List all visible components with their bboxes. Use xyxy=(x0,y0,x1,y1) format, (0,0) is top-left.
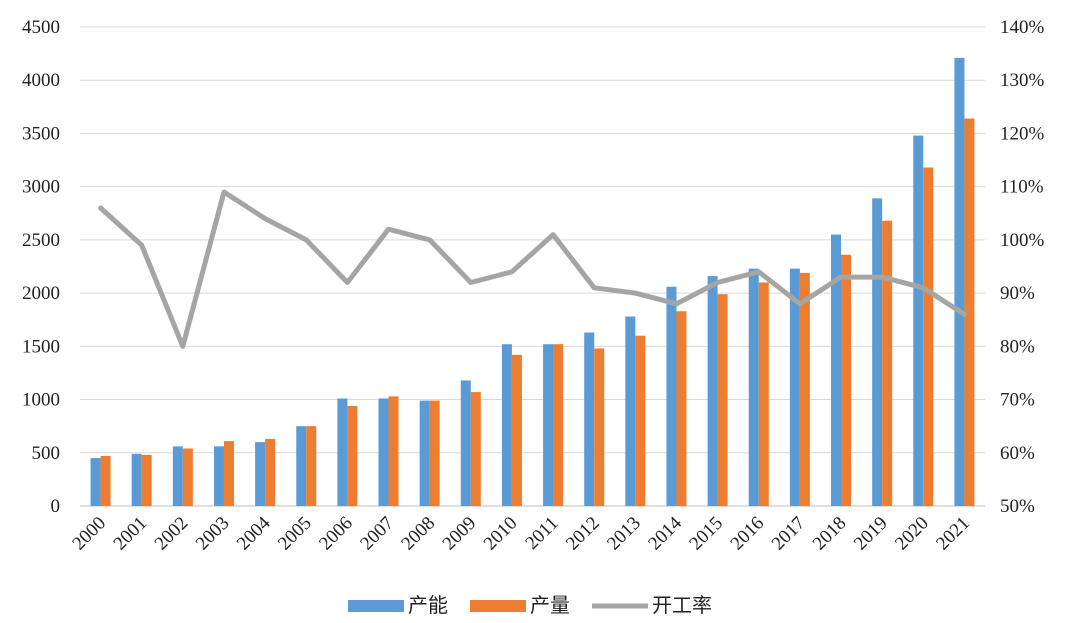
bar-output xyxy=(429,400,440,506)
bar-output xyxy=(470,392,481,506)
bar-capacity xyxy=(913,135,924,506)
bar-capacity xyxy=(337,398,348,506)
bar-capacity xyxy=(296,426,307,506)
y-right-tick-label: 70% xyxy=(1000,390,1035,411)
y-left-tick-label: 2500 xyxy=(22,230,60,251)
y-right-tick-label: 50% xyxy=(1000,496,1035,517)
bar-capacity xyxy=(131,453,142,506)
x-axis: 2000 2001 2002 2003 2004 2005 2006 2007 2008 2009… xyxy=(68,512,974,554)
bar-capacity xyxy=(789,268,800,506)
bar-capacity xyxy=(625,316,636,506)
bar-output xyxy=(141,454,152,506)
x-tick-label: 2021 xyxy=(932,513,974,555)
bar-output xyxy=(182,448,193,506)
x-tick-label: 2016 xyxy=(727,513,769,555)
x-tick-label: 2011 xyxy=(521,513,562,554)
x-tick-label: 2019 xyxy=(850,513,892,555)
bar-capacity xyxy=(378,398,389,506)
bar-output xyxy=(388,396,399,506)
x-tick-label: 2003 xyxy=(192,513,234,555)
bar-capacity xyxy=(419,400,430,506)
bar-output xyxy=(923,167,934,507)
bar-output xyxy=(841,254,852,506)
bar-output xyxy=(223,441,234,506)
y-axis-left: 0 500 1000 1500 2000 2500 3000 3500 4000 4500 xyxy=(22,17,60,517)
y-right-tick-label: 100% xyxy=(1000,230,1045,251)
x-tick-label: 2002 xyxy=(151,513,193,555)
legend-label: 产能 xyxy=(408,593,448,617)
bar-output xyxy=(717,294,728,506)
bar-capacity xyxy=(954,57,965,506)
legend-label: 开工率 xyxy=(652,593,712,617)
x-tick-label: 2012 xyxy=(562,513,604,555)
x-tick-label: 2009 xyxy=(439,513,481,555)
x-tick-label: 2005 xyxy=(274,513,316,555)
x-tick-label: 2000 xyxy=(68,513,110,555)
y-right-tick-label: 130% xyxy=(1000,70,1045,91)
bar-capacity xyxy=(707,276,718,506)
bar-output xyxy=(676,311,687,506)
bar-capacity xyxy=(213,446,224,506)
bar-capacity xyxy=(748,268,759,506)
bar-output xyxy=(553,344,564,506)
bar-capacity xyxy=(666,286,677,506)
bar-capacity xyxy=(255,442,266,506)
x-tick-label: 2010 xyxy=(480,513,522,555)
y-right-tick-label: 90% xyxy=(1000,283,1035,304)
y-right-tick-label: 140% xyxy=(1000,17,1045,38)
y-left-tick-label: 2000 xyxy=(22,283,60,304)
y-left-tick-label: 4500 xyxy=(22,17,60,38)
bar-output xyxy=(758,282,769,506)
y-left-tick-label: 1500 xyxy=(22,336,60,357)
bar-output xyxy=(511,354,522,506)
x-tick-label: 2018 xyxy=(809,513,851,555)
utilization-line xyxy=(98,189,967,349)
y-right-tick-label: 80% xyxy=(1000,336,1035,357)
bar-output xyxy=(265,438,276,506)
bar-output xyxy=(799,272,810,506)
x-tick-label: 2015 xyxy=(685,513,727,555)
y-axis-right: 50% 60% 70% 80% 90% 100% 110% 120% 130% 140% xyxy=(1000,17,1045,517)
bar-capacity xyxy=(460,380,471,506)
x-tick-label: 2013 xyxy=(603,513,645,555)
bar-output xyxy=(964,118,975,506)
x-tick-label: 2007 xyxy=(356,513,398,555)
x-tick-label: 2006 xyxy=(315,513,357,555)
x-tick-label: 2004 xyxy=(233,512,275,554)
legend-swatch xyxy=(348,600,404,612)
x-tick-label: 2014 xyxy=(644,512,686,554)
bar-output xyxy=(635,335,646,506)
bar-output xyxy=(594,348,605,506)
bar-capacity xyxy=(872,198,883,506)
bar-capacity xyxy=(501,344,512,506)
bar-capacity xyxy=(172,446,183,506)
bar-output xyxy=(100,455,111,506)
bar-capacity xyxy=(543,344,554,506)
x-tick-label: 2001 xyxy=(110,513,152,555)
legend-swatch xyxy=(470,600,526,612)
bar-output xyxy=(306,426,317,506)
y-left-tick-label: 500 xyxy=(32,443,61,464)
line-utilization-series xyxy=(98,189,967,349)
x-tick-label: 2020 xyxy=(891,513,933,555)
y-left-tick-label: 3000 xyxy=(22,177,60,198)
y-right-tick-label: 120% xyxy=(1000,123,1045,144)
legend-label: 产量 xyxy=(530,593,570,617)
y-left-tick-label: 0 xyxy=(51,496,61,517)
bar-output xyxy=(882,220,893,506)
x-tick-label: 2017 xyxy=(768,513,810,555)
y-right-tick-label: 60% xyxy=(1000,443,1035,464)
bars xyxy=(90,57,975,507)
y-right-tick-label: 110% xyxy=(1000,177,1044,198)
bar-capacity xyxy=(831,234,842,507)
bar-capacity xyxy=(584,332,595,506)
legend: 产能 产量 开工率 xyxy=(348,593,712,617)
y-left-tick-label: 3500 xyxy=(22,123,60,144)
bar-output xyxy=(347,405,358,506)
x-tick-label: 2008 xyxy=(397,513,439,555)
y-left-tick-label: 1000 xyxy=(22,390,60,411)
y-left-tick-label: 4000 xyxy=(22,70,60,91)
bar-capacity xyxy=(90,458,101,506)
